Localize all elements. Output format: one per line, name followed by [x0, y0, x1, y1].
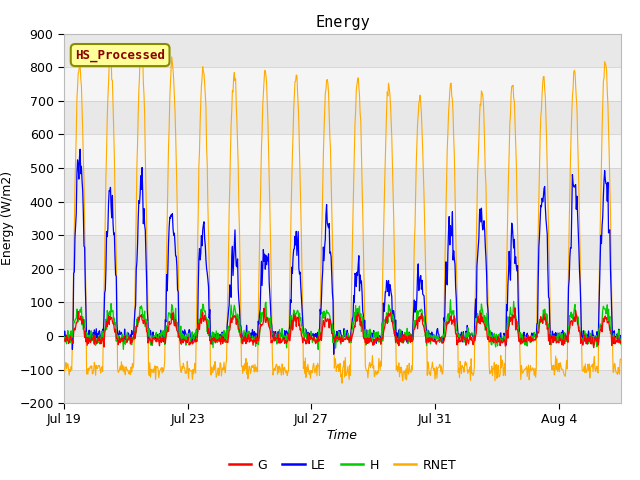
Bar [64, 202, 621, 235]
X-axis label: Time: Time [327, 429, 358, 442]
Bar [64, 101, 621, 134]
Bar [64, 67, 621, 101]
Bar [64, 302, 621, 336]
Bar [64, 134, 621, 168]
Bar [64, 168, 621, 202]
Bar [64, 269, 621, 302]
Bar [64, 34, 621, 67]
Text: HS_Processed: HS_Processed [75, 48, 165, 62]
Bar [64, 235, 621, 269]
Bar [64, 370, 621, 403]
Legend: G, LE, H, RNET: G, LE, H, RNET [223, 454, 461, 477]
Bar [64, 336, 621, 370]
Y-axis label: Energy (W/m2): Energy (W/m2) [1, 171, 13, 265]
Title: Energy: Energy [315, 15, 370, 30]
